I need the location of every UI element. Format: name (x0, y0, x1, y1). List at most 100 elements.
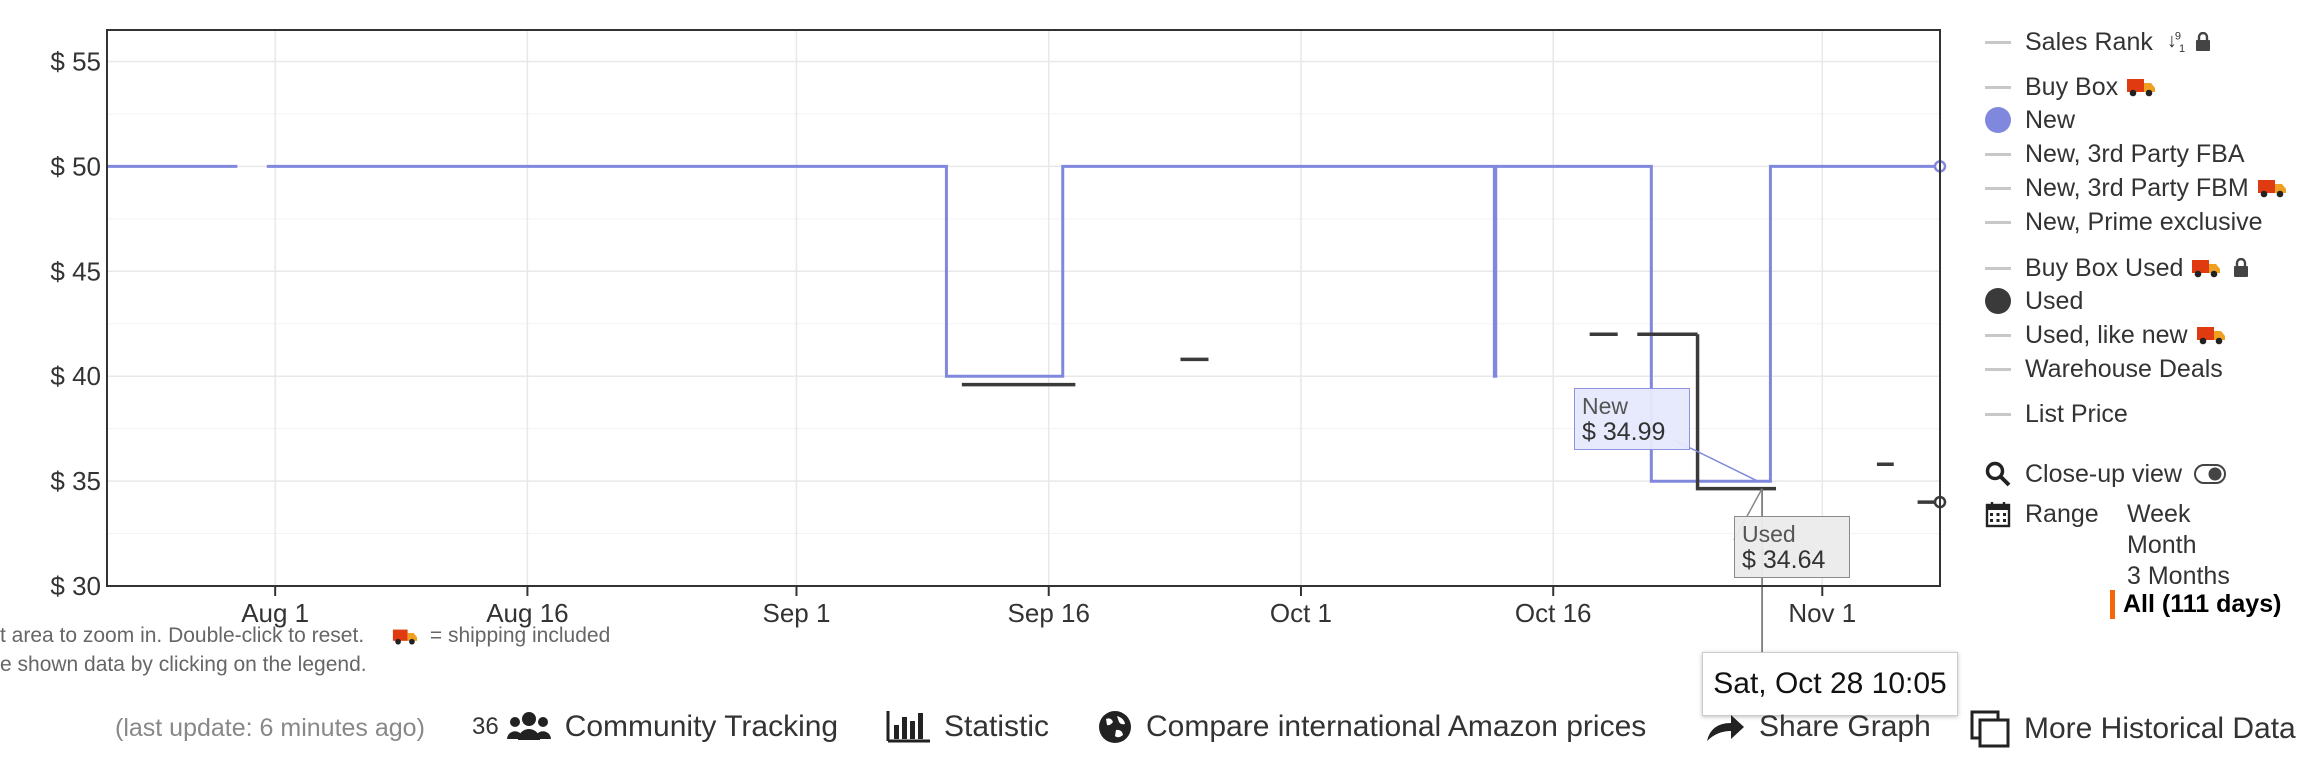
legend-dash (1985, 186, 2011, 190)
tooltip-used-value: $ 34.64 (1742, 546, 1826, 574)
x-tick-label: Aug 16 (486, 598, 568, 628)
y-tick-label: $ 30 (50, 571, 101, 601)
y-tick-label: $ 40 (50, 361, 101, 391)
y-axis-labels: $ 55 $ 50 $ 45 $ 40 $ 35 $ 30 (50, 46, 101, 601)
bar-chart-icon (886, 711, 930, 743)
lock-icon (2234, 258, 2249, 277)
legend-dot-used (1985, 288, 2011, 314)
legend-item-new-3p-fba[interactable]: New, 3rd Party FBA (1985, 138, 2245, 170)
hint-zoom-text: t area to zoom in. Double-click to reset… (0, 624, 365, 647)
legend-dash (1985, 40, 2011, 44)
truck-icon (2196, 327, 2225, 345)
tooltip-used: Used $ 34.64 (1734, 516, 1850, 578)
legend-item-used-like-new[interactable]: Used, like new (1985, 319, 2226, 351)
legend-dash (1985, 333, 2011, 337)
share-icon (1707, 715, 1744, 741)
truck-icon (2257, 180, 2286, 198)
closeup-toggle[interactable]: Close-up view (1985, 458, 2227, 490)
compare-international-link[interactable]: Compare international Amazon prices (1098, 710, 1646, 744)
range-option-week[interactable]: Week (2127, 500, 2191, 528)
hint-shipping-text: = shipping included (429, 624, 611, 647)
community-tracking-label: Community Tracking (564, 710, 839, 743)
legend-label: List Price (2025, 399, 2128, 428)
legend-dash (1985, 220, 2011, 224)
series-new-segment (266, 164, 1940, 483)
x-tick-label: Sep 16 (1008, 598, 1090, 628)
tooltip-date: Sat, Oct 28 10:05 (1702, 652, 1958, 716)
footer-toolbar: (last update: 6 minutes ago) 36 Communit… (0, 702, 2311, 758)
series-used (961, 332, 1947, 509)
legend-label: New, Prime exclusive (2025, 207, 2263, 236)
sort-icon: ↓91 (2166, 29, 2185, 55)
legend-dash (1985, 85, 2011, 89)
search-icon (1985, 461, 2011, 487)
share-graph-link[interactable]: Share Graph (1705, 710, 1931, 744)
community-tracking-link[interactable]: 36 Community Tracking (472, 710, 838, 744)
statistic-label: Statistic (944, 710, 1050, 743)
y-tick-label: $ 50 (50, 151, 101, 181)
copy-icon (1970, 710, 2010, 748)
range-label: Range (2025, 499, 2099, 528)
toggle-switch-icon[interactable] (2194, 464, 2227, 484)
more-historical-data-label: More Historical Data (2024, 712, 2296, 745)
x-tick-label: Nov 1 (1788, 598, 1856, 628)
legend-item-new-3p-fbm[interactable]: New, 3rd Party FBM (1985, 172, 2287, 204)
legend-label: Sales Rank (2025, 27, 2153, 56)
legend-item-buy-box-used[interactable]: Buy Box Used (1985, 252, 2249, 284)
legend-dash (1985, 266, 2011, 270)
range-option-month[interactable]: Month (2127, 531, 2197, 559)
grid-lines (107, 30, 1940, 596)
tracking-count: 36 (472, 713, 499, 740)
x-tick-label: Oct 1 (1270, 598, 1332, 628)
legend-dash (1985, 367, 2011, 371)
legend-label: Buy Box Used (2025, 253, 2184, 282)
range-option-all[interactable]: All (111 days) (2110, 590, 2281, 619)
compare-international-label: Compare international Amazon prices (1146, 710, 1647, 743)
legend-item-new-prime[interactable]: New, Prime exclusive (1985, 206, 2263, 238)
truck-icon (392, 629, 418, 645)
x-tick-label: Sep 1 (763, 598, 831, 628)
legend-dot-new (1985, 107, 2011, 133)
chart-hint-zoom: t area to zoom in. Double-click to reset… (0, 624, 610, 648)
y-tick-label: $ 35 (50, 466, 101, 496)
truck-icon (2192, 260, 2221, 278)
legend-dash (1985, 152, 2011, 156)
more-historical-data-link[interactable]: More Historical Data (1970, 710, 2296, 748)
series-used-segment (1695, 334, 1777, 491)
x-tick-label: Oct 16 (1515, 598, 1592, 628)
lock-icon (2196, 32, 2211, 51)
range-option-3-months[interactable]: 3 Months (2127, 562, 2230, 590)
calendar-icon (1985, 502, 2011, 528)
legend-label: New, 3rd Party FBM (2025, 173, 2249, 202)
legend-label: New (2025, 105, 2076, 134)
legend-label: Used, like new (2025, 320, 2188, 349)
legend-label: Warehouse Deals (2025, 354, 2223, 383)
legend-item-new[interactable]: New (1985, 104, 2075, 136)
tooltip-new-label: New (1582, 393, 1629, 419)
legend-item-list-price[interactable]: List Price (1985, 398, 2128, 430)
users-icon (506, 712, 551, 740)
share-graph-label: Share Graph (1759, 710, 1931, 743)
statistic-link[interactable]: Statistic (886, 710, 1049, 744)
legend-label: Buy Box (2025, 72, 2119, 101)
legend-dash (1985, 412, 2011, 416)
y-tick-label: $ 45 (50, 256, 101, 286)
y-tick-label: $ 55 (50, 46, 101, 76)
tooltip-used-label: Used (1742, 521, 1796, 547)
range-label-row: Range (1985, 498, 2099, 530)
last-update-text: (last update: 6 minutes ago) (115, 714, 425, 742)
legend-label: New, 3rd Party FBA (2025, 139, 2245, 168)
globe-icon (1099, 711, 1131, 743)
chart-hint-legend: e shown data by clicking on the legend. (0, 653, 367, 676)
legend-item-sales-rank[interactable]: Sales Rank ↓91 (1985, 26, 2211, 58)
legend-item-used[interactable]: Used (1985, 285, 2083, 317)
legend-item-warehouse[interactable]: Warehouse Deals (1985, 353, 2223, 385)
tooltip-new-value: $ 34.99 (1582, 418, 1666, 446)
plot-area-frame (106, 29, 1941, 587)
truck-icon (2127, 79, 2156, 97)
legend-item-buy-box[interactable]: Buy Box (1985, 71, 2156, 103)
legend-label: Used (2025, 286, 2084, 315)
tooltip-new: New $ 34.99 (1574, 388, 1690, 450)
closeup-label: Close-up view (2025, 459, 2183, 488)
